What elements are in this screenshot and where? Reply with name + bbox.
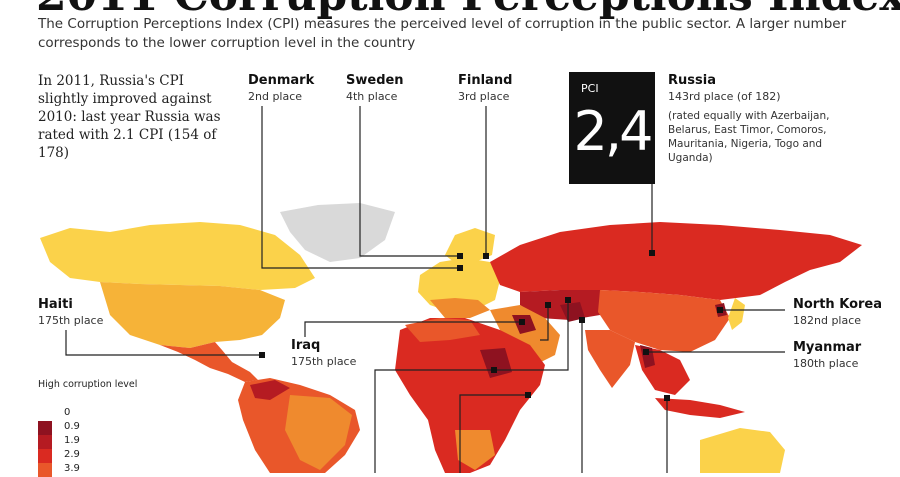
legend-swatch — [38, 421, 52, 435]
iraq-marker — [519, 319, 525, 325]
callout-haiti-place: 175th place — [38, 314, 104, 327]
sweden-marker — [457, 253, 463, 259]
europe-region — [418, 258, 500, 312]
legend-label: 2.9 — [64, 449, 80, 460]
pci-box: PCI 2,4 — [569, 72, 655, 184]
legend-label: 3.9 — [64, 463, 80, 474]
iraq-leader-line — [304, 321, 522, 337]
china-region — [598, 290, 730, 352]
callout-sweden-place: 4th place — [346, 90, 398, 103]
north-africa-region — [405, 318, 480, 342]
canada-region — [40, 222, 315, 290]
india-region — [585, 330, 635, 388]
haiti-leader-line — [65, 330, 262, 356]
denmark-leader-line — [261, 106, 460, 269]
legend-swatch — [38, 463, 52, 477]
finland-marker — [483, 253, 489, 259]
venezuela-region — [250, 380, 290, 400]
myanmar-marker — [643, 349, 649, 355]
page-subtitle: The Corruption Perceptions Index (CPI) m… — [38, 16, 847, 51]
legend-label: 0.9 — [64, 421, 80, 432]
legend-swatch — [38, 449, 52, 463]
legend-swatch — [38, 407, 52, 421]
africa-leader-line-2 — [459, 394, 528, 473]
callout-denmark-name: Denmark — [248, 73, 315, 88]
usa-region — [100, 282, 285, 348]
page-title: 2011 Corruption Perceptions Index — [36, 0, 900, 21]
middle-east-region — [490, 305, 560, 365]
russia-marker — [649, 250, 655, 256]
pakistan-marker — [579, 317, 585, 323]
japan-region — [728, 298, 745, 330]
callout-iraq-name: Iraq — [291, 338, 321, 353]
somalia-marker — [525, 392, 531, 398]
legend-label: 0 — [64, 407, 71, 418]
callout-finland-place: 3rd place — [458, 90, 510, 103]
pci-label: PCI — [581, 82, 599, 95]
callout-myanmar-place: 180th place — [793, 357, 859, 370]
russia-note: In 2011, Russia's CPI slightly improved … — [38, 73, 221, 161]
haiti-marker — [259, 352, 265, 358]
callout-north-korea: North Korea 182nd place — [793, 297, 882, 328]
russia-region — [490, 222, 862, 300]
callout-north-korea-name: North Korea — [793, 297, 882, 312]
callout-denmark-place: 2nd place — [248, 90, 303, 103]
callout-iraq-place: 175th place — [291, 355, 357, 368]
legend-swatch — [38, 435, 52, 449]
indonesia-marker — [664, 395, 670, 401]
callout-russia-name: Russia — [668, 73, 716, 88]
afghanistan-region — [560, 302, 585, 322]
brazil-region — [285, 395, 352, 470]
australia-region — [700, 428, 785, 473]
denmark-marker — [457, 265, 463, 271]
pci-value: 2,4 — [573, 100, 654, 163]
callout-finland-name: Finland — [458, 73, 513, 88]
southern-europe-region — [430, 298, 490, 318]
callout-haiti: Haiti 175th place — [38, 297, 103, 328]
callout-russia-extra: (rated equally with Azerbaijan, Belarus,… — [668, 110, 830, 164]
afghanistan-marker — [545, 302, 551, 308]
callout-myanmar: Myanmar 180th place — [793, 340, 861, 371]
callout-iraq: Iraq 175th place — [291, 338, 356, 369]
callout-russia: Russia 143rd place (of 182) (rated equal… — [668, 73, 868, 165]
callout-sweden-name: Sweden — [346, 73, 404, 88]
callout-russia-place: 143rd place (of 182) — [668, 90, 781, 103]
callout-denmark: Denmark 2nd place — [248, 73, 314, 104]
mexico-region — [160, 342, 258, 382]
southern-africa-region — [455, 430, 495, 470]
middle-east-leader-line — [540, 305, 549, 341]
callout-finland: Finland 3rd place — [458, 73, 512, 104]
callout-myanmar-name: Myanmar — [793, 340, 862, 355]
africa-leader-line-1 — [374, 369, 494, 473]
callout-sweden: Sweden 4th place — [346, 73, 404, 104]
greenland-region — [280, 203, 395, 262]
callout-haiti-name: Haiti — [38, 297, 73, 312]
sweden-leader-line — [359, 106, 460, 257]
sudan-marker — [491, 367, 497, 373]
central-asia-leader-line — [494, 300, 569, 371]
north-korea-marker — [717, 307, 723, 313]
legend-title: High corruption level — [38, 379, 138, 390]
indonesia-region — [655, 398, 745, 418]
callout-north-korea-place: 182nd place — [793, 314, 862, 327]
legend-label: 1.9 — [64, 435, 80, 446]
central-asia-marker — [565, 297, 571, 303]
